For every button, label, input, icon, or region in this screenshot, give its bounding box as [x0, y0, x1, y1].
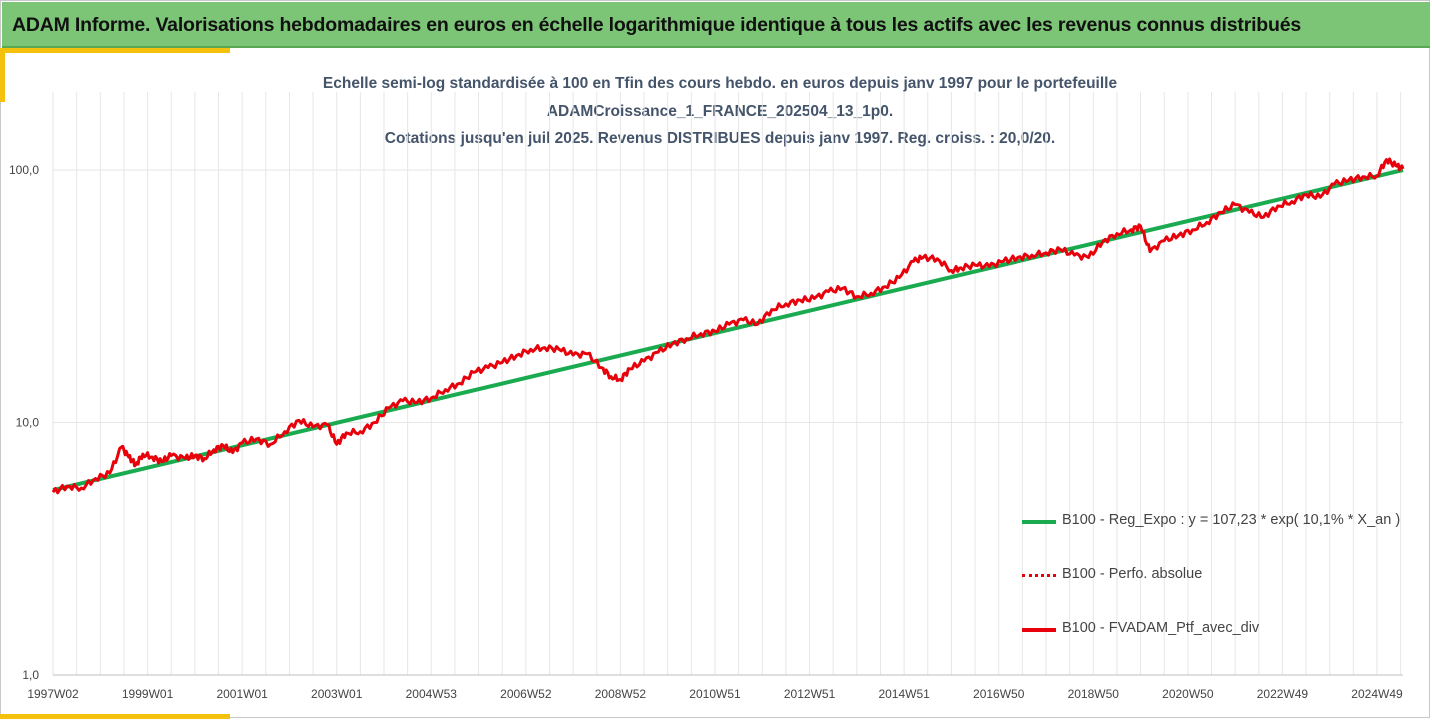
- legend-swatch-regression: [1022, 520, 1056, 524]
- x-tick-label: 2016W50: [973, 687, 1025, 701]
- y-tick-label: 10,0: [16, 416, 40, 430]
- x-tick-label: 2014W51: [878, 687, 930, 701]
- accent-bar-bottom: [0, 714, 230, 719]
- x-tick-label: 2001W01: [216, 687, 268, 701]
- legend-label-perfo: B100 - Perfo. absolue: [1062, 566, 1203, 582]
- x-tick-label: 2020W50: [1162, 687, 1214, 701]
- grid-lines: [52, 92, 1403, 676]
- x-tick-label: 1997W02: [27, 687, 79, 701]
- chart-title-line-1: Echelle semi-log standardisée à 100 en T…: [322, 75, 1118, 92]
- series-layer: [51, 157, 1405, 495]
- x-tick-label: 2004W53: [406, 687, 458, 701]
- legend-swatch-perfo: [1022, 574, 1056, 577]
- header-bar: ADAM Informe. Valorisations hebdomadaire…: [2, 2, 1430, 48]
- x-tick-label: 2006W52: [500, 687, 552, 701]
- x-tick-label: 2012W51: [784, 687, 836, 701]
- x-tick-label: 2010W51: [689, 687, 741, 701]
- accent-bar-left: [0, 48, 5, 102]
- x-tick-label: 1999W01: [122, 687, 174, 701]
- legend-swatch-portfolio: [1022, 628, 1056, 632]
- series-line-portfolio: [51, 157, 1405, 495]
- chart-title: Echelle semi-log standardisée à 100 en T…: [300, 70, 1140, 153]
- accent-bar-top: [0, 48, 230, 53]
- series-line-regression: [52, 168, 1404, 493]
- chart-title-line-3: Cotations jusqu'en juil 2025. Revenus DI…: [384, 130, 1056, 147]
- x-tick-label: 2024W49: [1351, 687, 1403, 701]
- y-tick-label: 1,0: [22, 668, 39, 682]
- tick-labels: 1,0 10,0 100,0 1997W02 1999W01 2001W01 2003W01…: [9, 163, 1403, 701]
- y-tick-label: 100,0: [9, 163, 39, 177]
- x-tick-label: 2008W52: [595, 687, 647, 701]
- x-tick-label: 2018W50: [1068, 687, 1120, 701]
- x-tick-label: 2022W49: [1257, 687, 1309, 701]
- legend-label-regression: B100 - Reg_Expo : y = 107,23 * exp( 10,1…: [1062, 512, 1401, 528]
- legend-label-portfolio: B100 - FVADAM_Ptf_avec_div: [1062, 620, 1260, 636]
- x-tick-label: 2003W01: [311, 687, 363, 701]
- chart-title-line-2: ADAMCroissance_1_FRANCE_202504_13_1p0.: [546, 102, 894, 120]
- page-title: ADAM Informe. Valorisations hebdomadaire…: [12, 14, 1302, 36]
